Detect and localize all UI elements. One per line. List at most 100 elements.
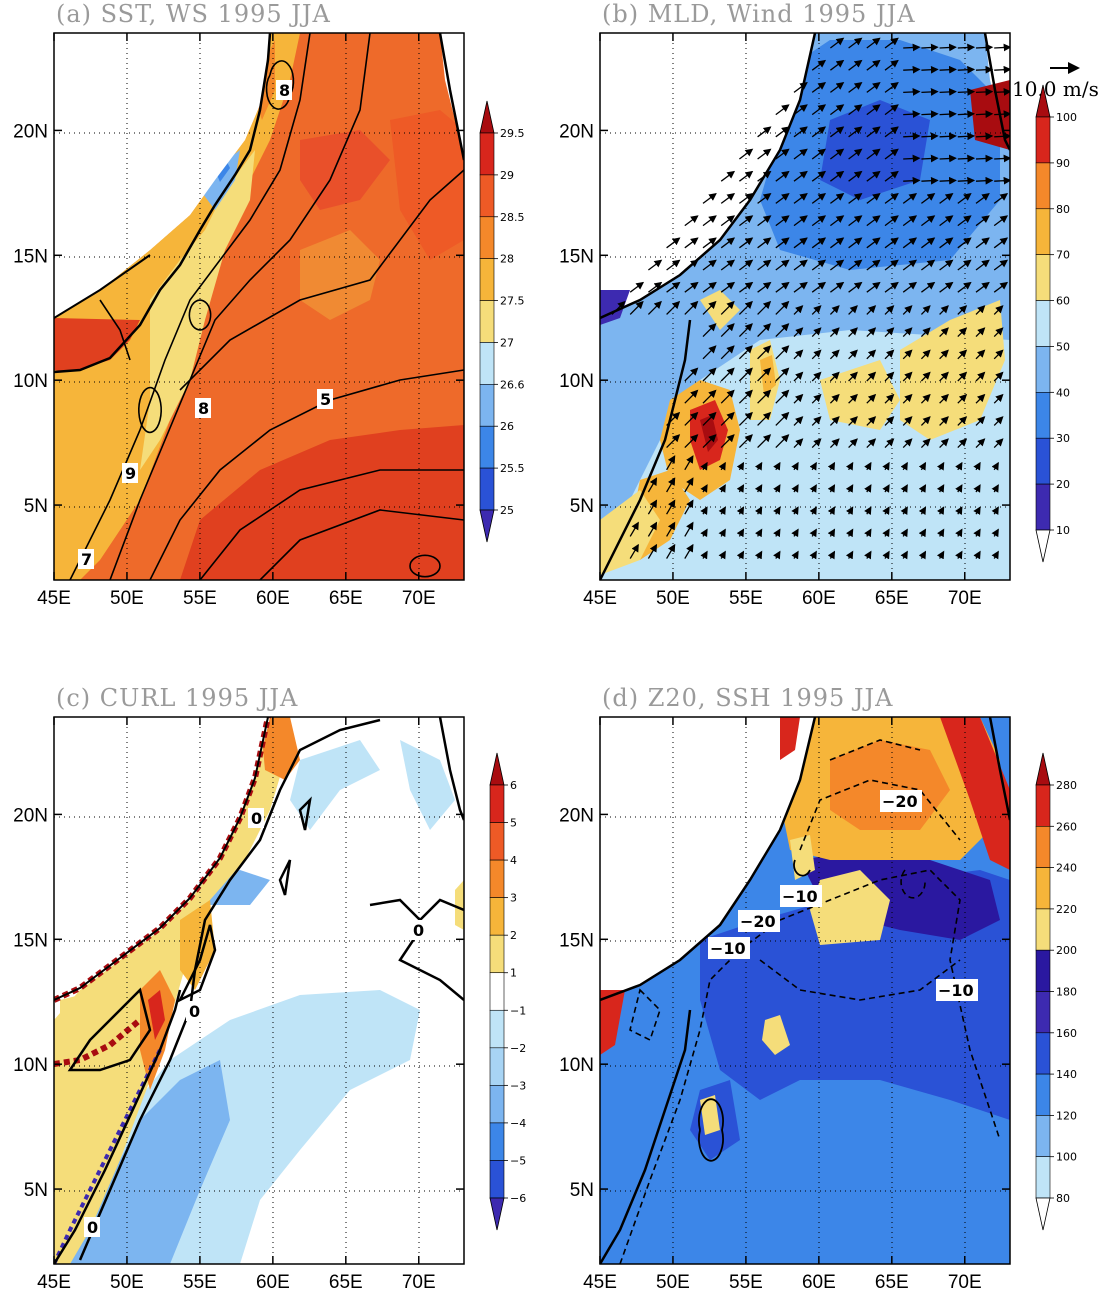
colorbar-segment	[479, 342, 495, 385]
wind-vector	[918, 484, 927, 493]
wind-vector	[793, 438, 804, 449]
wind-vector	[957, 215, 972, 227]
wind-vector	[955, 461, 963, 471]
wind-vector	[955, 550, 963, 560]
wind-vector	[866, 193, 881, 204]
wind-vector	[918, 506, 927, 515]
contour-label: 0	[189, 1002, 200, 1021]
lat-tick-label: 5N	[24, 496, 48, 517]
wind-vector	[903, 176, 921, 185]
wind-vector	[757, 300, 772, 315]
lat-tick-label: 10N	[13, 1055, 48, 1076]
wind-vector	[720, 215, 736, 227]
wind-vector	[648, 259, 663, 271]
wind-vector	[720, 367, 735, 382]
wind-vector	[848, 215, 863, 227]
wind-vector	[720, 300, 735, 315]
wind-vector	[902, 193, 918, 204]
colorbar-segment	[489, 859, 505, 898]
wind-vector	[848, 82, 863, 93]
wind-vector	[975, 43, 994, 52]
colorbar-segment	[1035, 346, 1051, 393]
wind-vector	[991, 484, 999, 493]
wind-vector	[939, 305, 949, 315]
colorbar-label: 160	[1056, 1027, 1077, 1040]
lat-tick-label: 15N	[13, 246, 48, 267]
colorbar-segment	[1035, 300, 1051, 347]
wind-vector	[939, 371, 949, 382]
lat-tick-label: 5N	[570, 1180, 594, 1201]
wind-vector	[991, 506, 999, 515]
wind-vector	[684, 499, 694, 515]
wind-vector	[811, 281, 827, 293]
wind-vector	[684, 237, 699, 249]
wind-vector	[754, 550, 763, 560]
lon-tick-label: 45E	[583, 588, 617, 609]
colorbar-label: 10	[1056, 524, 1070, 537]
colorbar-segment	[1035, 991, 1051, 1034]
wind-vector	[848, 126, 863, 138]
wind-vector	[975, 438, 986, 449]
wind-vector	[757, 259, 772, 271]
colorbar-segment	[1035, 1115, 1051, 1158]
colorbar-segment	[479, 467, 495, 511]
wind-vector	[975, 237, 990, 249]
wind-vector	[936, 550, 945, 560]
colorbar-label: 1	[510, 967, 517, 980]
wind-vector	[702, 300, 717, 315]
wind-vector	[629, 521, 639, 537]
wind-vector	[975, 305, 986, 315]
colorbar-segment	[489, 1122, 505, 1161]
wind-vector	[866, 148, 881, 160]
lon-tick-label: 70E	[402, 1272, 436, 1293]
wind-vector	[793, 237, 808, 249]
colorbar-extend-top	[489, 752, 505, 786]
panel-c-frame	[53, 716, 465, 1265]
wind-vector	[993, 349, 1004, 360]
lat-tick-label: 20N	[559, 805, 594, 826]
wind-vector	[666, 521, 676, 537]
wind-vector	[848, 281, 863, 293]
wind-vector	[955, 528, 963, 538]
wind-vector	[718, 550, 726, 560]
wind-vector	[830, 126, 845, 138]
wind-vector	[848, 104, 863, 116]
wind-vector	[720, 345, 735, 360]
wind-vector	[939, 281, 954, 293]
colorbar-label: 28.5	[500, 211, 525, 224]
colorbar-segment	[1035, 867, 1051, 910]
colorbar-label: 140	[1056, 1068, 1077, 1081]
vector-reference-label: 10.0 m/s	[1012, 77, 1099, 101]
wind-vector	[903, 65, 921, 74]
wind-vector	[757, 126, 772, 138]
wind-vector	[845, 528, 854, 538]
wind-vector	[848, 393, 858, 404]
wind-vector	[864, 484, 872, 493]
colorbar-segment	[479, 216, 495, 259]
wind-vector	[957, 237, 972, 249]
wind-vector	[866, 371, 877, 382]
wind-vector	[902, 259, 918, 271]
wind-vector	[975, 327, 986, 338]
colorbar-label: 120	[1056, 1109, 1077, 1122]
lon-tick-label: 50E	[656, 1272, 690, 1293]
panel-b-grid	[600, 33, 1010, 580]
vector-reference: 10.0 m/s	[1012, 62, 1099, 101]
wind-vector	[830, 237, 845, 249]
wind-vector	[866, 104, 881, 116]
wind-vector	[684, 300, 699, 315]
colorbar-label: 4	[510, 854, 517, 867]
wind-vector	[918, 550, 927, 560]
wind-vector	[903, 110, 921, 119]
panel-d: (d) Z20, SSH 1995 JJA	[559, 684, 1077, 1293]
lat-tick-label: 15N	[559, 930, 594, 951]
wind-vector	[845, 484, 854, 493]
colorbar-segment	[1035, 949, 1051, 992]
wind-vector	[848, 371, 858, 382]
wind-vector	[736, 528, 745, 538]
wind-vector	[975, 371, 986, 382]
wind-vector	[775, 104, 790, 116]
wind-vector	[866, 327, 877, 338]
lat-tick-label: 10N	[559, 371, 594, 392]
colorbar-label: −4	[510, 1117, 526, 1130]
